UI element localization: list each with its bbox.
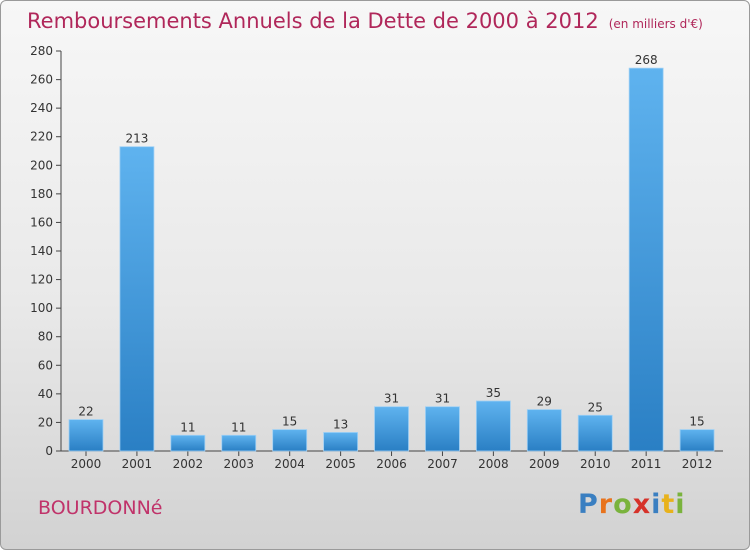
data-label: 15	[689, 415, 704, 429]
bar	[221, 434, 257, 452]
y-tick-label: 220	[30, 130, 53, 144]
y-tick-label: 40	[38, 387, 53, 401]
data-label: 13	[333, 417, 348, 431]
x-tick-label: 2006	[376, 457, 407, 471]
x-tick-label: 2010	[580, 457, 611, 471]
logo-letter: i	[651, 489, 662, 520]
x-tick-label: 2009	[529, 457, 560, 471]
proxiti-logo: Proxiti	[578, 489, 686, 520]
y-tick-label: 180	[30, 187, 53, 201]
data-label: 25	[588, 400, 603, 414]
y-tick-label: 20	[38, 415, 53, 429]
bar	[526, 409, 562, 452]
x-tick-label: 2007	[427, 457, 458, 471]
bar	[425, 406, 460, 452]
y-tick-label: 0	[45, 444, 53, 458]
logo-letter: r	[598, 489, 614, 520]
x-tick-label: 2000	[71, 457, 102, 471]
y-tick-label: 160	[30, 215, 53, 229]
y-tick-label: 140	[30, 244, 53, 258]
logo-letter: x	[632, 489, 652, 520]
bar	[272, 429, 308, 452]
bar	[577, 414, 613, 452]
data-label: 268	[635, 53, 658, 67]
x-tick-label: 2012	[682, 457, 713, 471]
y-tick-label: 80	[38, 330, 53, 344]
data-label: 22	[78, 405, 93, 419]
data-label: 15	[282, 415, 297, 429]
bar	[323, 432, 359, 452]
chart-title: Remboursements Annuels de la Dette de 20…	[27, 9, 599, 33]
y-tick-label: 200	[30, 158, 53, 172]
y-tick-label: 60	[38, 358, 53, 372]
logo-letter: i	[675, 489, 686, 520]
x-tick-label: 2005	[325, 457, 356, 471]
logo-letter: t	[661, 489, 676, 520]
bar	[374, 406, 409, 452]
bar	[170, 434, 206, 452]
y-tick-label: 280	[30, 44, 53, 58]
chart-subtitle: (en milliers d'€)	[608, 17, 703, 31]
x-tick-label: 2008	[478, 457, 509, 471]
data-label: 213	[125, 132, 148, 146]
bar	[679, 429, 715, 452]
bar	[628, 67, 664, 452]
x-tick-label: 2011	[631, 457, 662, 471]
x-tick-label: 2003	[223, 457, 254, 471]
data-label: 29	[537, 395, 552, 409]
data-label: 11	[231, 420, 246, 434]
data-label: 35	[486, 386, 501, 400]
bar	[68, 419, 104, 452]
y-tick-label: 120	[30, 273, 53, 287]
x-tick-label: 2004	[274, 457, 305, 471]
bar	[119, 146, 155, 452]
data-label: 11	[180, 420, 195, 434]
data-label: 31	[384, 392, 399, 406]
y-tick-label: 240	[30, 101, 53, 115]
logo-letter: o	[613, 489, 633, 520]
x-tick-label: 2001	[122, 457, 153, 471]
y-tick-label: 100	[30, 301, 53, 315]
logo-letter: P	[578, 489, 599, 520]
y-tick-label: 260	[30, 73, 53, 87]
data-label: 31	[435, 392, 450, 406]
chart-title-block: Remboursements Annuels de la Dette de 20…	[27, 9, 703, 33]
bar	[475, 400, 511, 452]
commune-name: BOURDONNé	[38, 497, 163, 519]
x-tick-label: 2002	[173, 457, 204, 471]
